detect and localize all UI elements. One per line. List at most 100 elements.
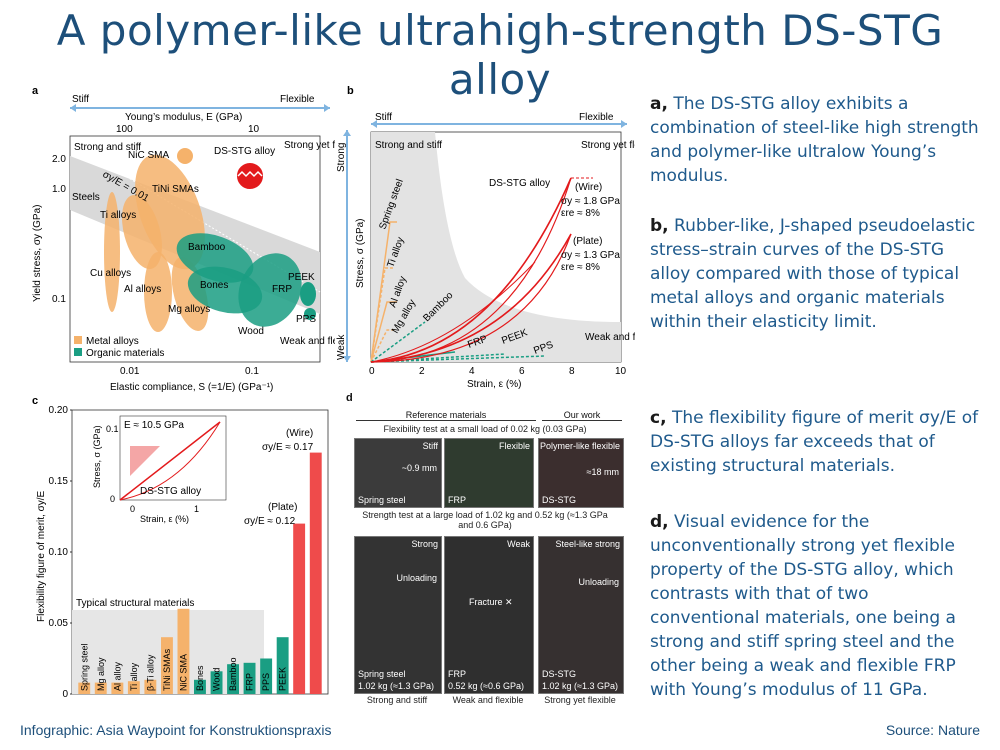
photo-note: Unloading — [396, 573, 437, 583]
svg-text:6: 6 — [519, 366, 525, 377]
desc-c-letter: c, — [650, 408, 667, 428]
desc-a: a, The DS-STG alloy exhibits a combinati… — [650, 92, 980, 188]
svg-text:2: 2 — [419, 366, 425, 377]
panel-a-top-tick-10: 10 — [248, 124, 260, 135]
panel-d: d Reference materials Our work Flexibili… — [346, 392, 624, 708]
bar — [94, 682, 107, 694]
photo-mat: DS-STG — [542, 495, 577, 505]
panel-a-mat-tini: TiNi SMAs — [152, 184, 199, 195]
panel-a-ylabel: Yield stress, σy (GPa) — [32, 205, 43, 303]
photo-spring-steel-flex: Stiff ~0.9 mm Spring steel — [354, 438, 442, 508]
photo-measure: ≈18 mm — [586, 467, 619, 477]
panel-c-chart: c Typical structural materials 00.050.10… — [32, 395, 329, 700]
photo-dsstg-flex: Polymer-like flexible ≈18 mm DS-STG — [538, 438, 624, 508]
bar-category-label: Ti alloy — [129, 662, 139, 691]
photo-mat: FRP — [448, 495, 466, 505]
svg-text:8: 8 — [569, 366, 575, 377]
photo-mat: FRP — [448, 669, 466, 679]
panel-a-chart: a Stiff Flexible Young’s modulus, E (GPa… — [32, 85, 335, 393]
panel-c-plate-val: σy/E ≈ 0.12 — [244, 516, 296, 527]
panel-b-corner-br: Weak and flexible — [585, 332, 635, 343]
panel-a-legend-metal: Metal alloys — [86, 336, 139, 347]
panel-b-corner-tl: Strong and stiff — [375, 140, 442, 151]
panel-b-plate-ere: εre ≈ 8% — [561, 262, 600, 273]
panel-c-wire-val: σy/E ≈ 0.17 — [262, 442, 314, 453]
photo-measure: ~0.9 mm — [401, 463, 437, 473]
panel-a-corner-tr: Strong yet flexible — [284, 140, 335, 151]
photo-load: 1.02 kg (≈1.3 GPa) — [358, 681, 434, 691]
bar — [194, 679, 206, 694]
panel-d-large-load: Strength test at a large load of 1.02 kg… — [362, 510, 608, 530]
caption-strong-flexible: Strong yet flexible — [544, 695, 616, 705]
panel-a-ytick-01: 0.1 — [52, 294, 66, 305]
bar — [177, 608, 190, 694]
panel-b-ylabel: Stress, σ (GPa) — [355, 218, 366, 288]
panel-c-typical: Typical structural materials — [76, 598, 194, 609]
panel-c-inset-ytick-0: 0 — [110, 494, 115, 504]
photo-tag: Steel-like strong — [555, 539, 620, 549]
desc-d: d, Visual evidence for the unconventiona… — [650, 510, 980, 702]
panel-c-plate: (Plate) — [268, 502, 297, 513]
photo-mat: Spring steel — [358, 495, 406, 505]
photo-tag: Weak — [507, 539, 530, 549]
panel-b-chart: b Stiff Flexible Strong Weak Strong and … — [336, 85, 635, 390]
desc-a-letter: a, — [650, 94, 668, 114]
panel-b-flexible: Flexible — [579, 112, 614, 123]
panel-b-wire-sy: σy ≈ 1.8 GPa — [561, 196, 620, 207]
bar — [243, 662, 256, 694]
panel-c-inset-xtick-1: 1 — [194, 504, 199, 514]
panel-c-inset-ylabel: Stress, σ (GPa) — [92, 425, 102, 488]
y-tick-label: 0.20 — [49, 405, 69, 416]
panel-d-ours-header: Our work — [542, 410, 622, 421]
panel-a-flexible: Flexible — [280, 94, 315, 105]
panel-b-strong: Strong — [336, 143, 347, 172]
panel-a-mat-frp: FRP — [272, 284, 292, 295]
bar — [227, 664, 239, 694]
desc-d-text: Visual evidence for the unconventionally… — [650, 512, 956, 700]
panel-a-corner-br: Weak and flexible — [280, 336, 335, 347]
svg-text:0: 0 — [369, 366, 375, 377]
photo-tag: Strong — [411, 539, 438, 549]
panel-c-ylabel: Flexibility figure of merit, σy/E — [36, 490, 47, 622]
photo-spring-steel-strength: Strong Unloading Spring steel 1.02 kg (≈… — [354, 536, 442, 694]
panel-b-corner-tr: Strong yet flexible — [581, 140, 635, 151]
photo-note: Fracture ✕ — [469, 597, 513, 607]
photo-tag: Flexible — [498, 441, 530, 451]
panel-c-inset-xlabel: Strain, ε (%) — [140, 514, 189, 524]
panel-a-mat-ti: Ti alloys — [100, 210, 136, 221]
desc-a-text: The DS-STG alloy exhibits a combination … — [650, 94, 979, 186]
footer-credit: Infographic: Asia Waypoint for Konstrukt… — [20, 722, 332, 738]
panel-c-wire: (Wire) — [286, 428, 313, 439]
panel-b-wire: (Wire) — [575, 182, 602, 193]
photo-dsstg-strength: Steel-like strong Unloading DS-STG 1.02 … — [538, 536, 624, 694]
bar — [78, 682, 91, 694]
photo-tag: Polymer-like flexible — [539, 441, 620, 451]
bar-category-label: Spring steel — [79, 643, 89, 691]
photo-mat: DS-STG — [542, 669, 577, 679]
desc-c: c, The flexibility figure of merit σy/E … — [650, 406, 980, 478]
photo-frp-strength: Weak Fracture ✕ FRP 0.52 kg (≈0.6 GPa) — [444, 536, 534, 694]
panel-a-top-axis-label: Young’s modulus, E (GPa) — [125, 112, 242, 123]
panel-a-mat-mg: Mg alloys — [168, 304, 210, 315]
panel-a-top-tick-100: 100 — [116, 124, 133, 135]
bar — [161, 637, 173, 694]
panel-d-small-load: Flexibility test at a small load of 0.02… — [383, 424, 587, 434]
panel-b-plate-sy: σy ≈ 1.3 GPa — [561, 250, 620, 261]
photo-load: 0.52 kg (≈0.6 GPa) — [448, 681, 524, 691]
panel-c-inset-ytick-1: 0.1 — [106, 424, 119, 434]
y-tick-label: 0.15 — [49, 476, 69, 487]
panel-b-label: b — [347, 85, 354, 97]
panel-a-ytick-1: 1.0 — [52, 184, 66, 195]
panel-b-xlabel: Strain, ε (%) — [467, 379, 521, 390]
panel-a-xlabel: Elastic compliance, S (=1/E) (GPa⁻¹) — [110, 382, 273, 393]
bar-category-label: NiC SMA — [179, 654, 189, 691]
panel-b-dsstg: DS-STG alloy — [489, 178, 550, 189]
panel-a-legend-organic: Organic materials — [86, 348, 164, 359]
panel-a-mat-pps: PPS — [296, 314, 316, 325]
bar-category-label: TiNi SMAs — [162, 648, 172, 691]
panel-a-mat-bamboo: Bamboo — [188, 242, 226, 253]
y-tick-label: 0.05 — [49, 618, 69, 629]
y-tick-label: 0 — [62, 689, 68, 700]
panel-a-corner-tl: Strong and stiff — [74, 142, 141, 153]
panel-a-mat-wood: Wood — [238, 326, 264, 337]
